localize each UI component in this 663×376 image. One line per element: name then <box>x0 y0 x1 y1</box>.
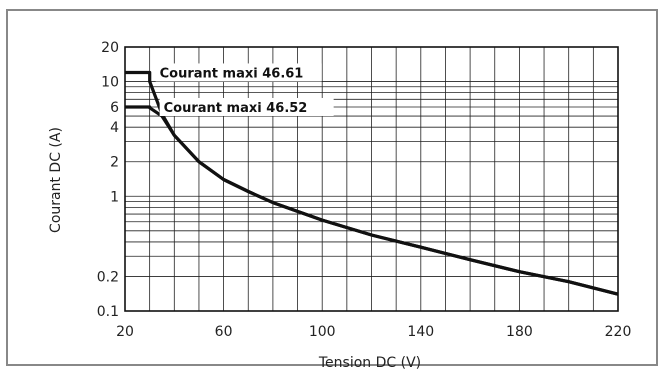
annotations: Courant maxi 46.61 Courant maxi 46.52 <box>155 63 334 116</box>
annotation-2: Courant maxi 46.52 <box>159 97 334 116</box>
x-tick-label: 100 <box>309 324 336 340</box>
y-tick-label: 1 <box>110 189 119 205</box>
annotation-label: Courant maxi 46.61 <box>160 66 304 81</box>
grid <box>125 47 618 311</box>
x-tick-label: 20 <box>116 324 134 340</box>
y-tick-label: 4 <box>110 120 119 136</box>
y-tick-label: 0.1 <box>97 304 119 320</box>
x-axis-label: Tension DC (V) <box>318 355 421 371</box>
y-tick-label: 20 <box>101 40 119 56</box>
y-tick-label: 2 <box>110 155 119 171</box>
plot-border <box>124 46 619 312</box>
annotation-bg <box>155 63 322 82</box>
y-tick-labels: 0.1 0.2 1 2 4 6 10 20 <box>97 40 119 320</box>
y-tick-label: 10 <box>101 75 119 91</box>
y-tick-label: 0.2 <box>97 269 119 285</box>
annotation-bg <box>159 97 334 116</box>
y-tick-label: 6 <box>110 100 119 116</box>
x-tick-labels: 20 60 100 140 180 220 <box>116 324 631 340</box>
x-tick-label: 180 <box>506 324 533 340</box>
annotation-label: Courant maxi 46.52 <box>164 101 308 116</box>
x-tick-label: 60 <box>215 324 233 340</box>
series-line-2 <box>125 105 619 296</box>
x-tick-label: 220 <box>605 324 632 340</box>
plot-area-border <box>124 46 619 312</box>
x-tick-label: 140 <box>407 324 434 340</box>
annotation-1: Courant maxi 46.61 <box>155 63 322 82</box>
curves <box>125 70 619 296</box>
outer-border <box>6 9 658 366</box>
y-axis-label: Courant DC (A) <box>48 127 64 233</box>
